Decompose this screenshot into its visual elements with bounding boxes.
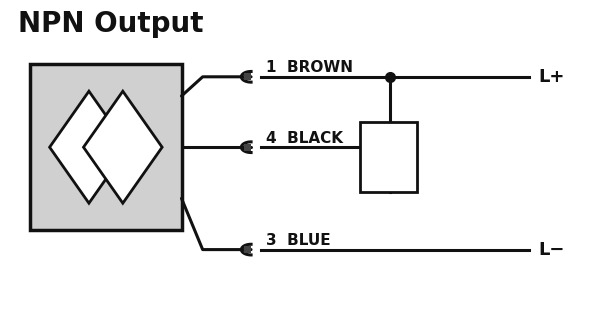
Text: L+: L+ <box>538 68 565 86</box>
Bar <box>244 144 251 151</box>
Text: 4  BLACK: 4 BLACK <box>266 131 343 146</box>
Bar <box>244 73 251 80</box>
Bar <box>30 64 182 230</box>
Bar <box>360 122 417 192</box>
Polygon shape <box>50 91 128 203</box>
Polygon shape <box>83 91 162 203</box>
Bar <box>244 246 251 253</box>
Text: 3  BLUE: 3 BLUE <box>266 233 331 248</box>
Text: L−: L− <box>538 241 565 259</box>
Text: NPN Output: NPN Output <box>18 10 204 38</box>
Text: 1  BROWN: 1 BROWN <box>266 60 353 75</box>
